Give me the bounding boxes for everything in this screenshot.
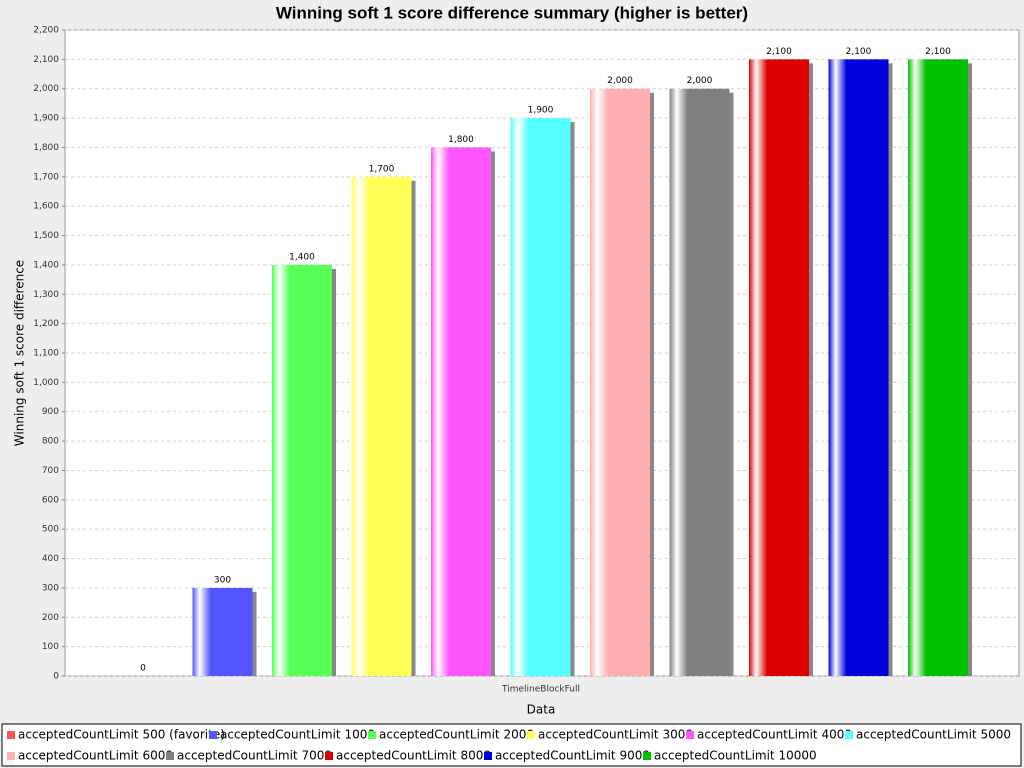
y-tick-label: 1,900 — [33, 114, 59, 124]
chart-title: Winning soft 1 score difference summary … — [276, 3, 748, 22]
y-tick-label: 200 — [42, 613, 59, 623]
x-axis-title: Data — [527, 703, 556, 717]
y-tick-label: 2,000 — [33, 84, 59, 94]
y-tick-label: 1,100 — [33, 349, 59, 359]
y-tick-label: 600 — [42, 495, 59, 505]
legend-label: acceptedCountLimit 3000 — [538, 728, 693, 742]
y-tick-label: 2,100 — [33, 55, 59, 65]
legend-swatch — [527, 731, 535, 739]
legend-swatch — [7, 731, 15, 739]
legend-swatch — [325, 752, 333, 760]
y-tick-label: 1,800 — [33, 143, 59, 153]
y-tick-label: 0 — [53, 672, 59, 682]
value-label: 2,000 — [687, 76, 713, 86]
y-tick-label: 900 — [42, 407, 59, 417]
legend-items: acceptedCountLimit 500 (favorite)accepte… — [7, 728, 1011, 763]
legend-swatch — [643, 752, 651, 760]
bar — [669, 88, 730, 676]
value-label: 1,900 — [528, 106, 554, 116]
bar — [510, 118, 571, 676]
legend-label: acceptedCountLimit 2000 — [379, 728, 534, 742]
legend-swatch — [209, 731, 217, 739]
x-tick-label: TimelineBlockFull — [501, 685, 580, 695]
bar — [908, 59, 968, 676]
y-tick-label: 500 — [42, 525, 59, 535]
legend-swatch — [166, 752, 174, 760]
y-tick-label: 1,300 — [33, 290, 59, 300]
legend-label: acceptedCountLimit 1000 — [220, 728, 375, 742]
value-label: 1,400 — [289, 252, 315, 262]
y-tick-label: 1,200 — [33, 319, 59, 329]
value-label: 1,700 — [369, 164, 395, 174]
legend-label: acceptedCountLimit 8000 — [336, 749, 491, 763]
y-tick-label: 1,500 — [33, 231, 59, 241]
bar — [431, 147, 491, 677]
legend-swatch — [845, 731, 853, 739]
legend-label: acceptedCountLimit 5000 — [856, 728, 1011, 742]
legend-swatch — [686, 731, 694, 739]
y-tick-label: 2,200 — [33, 26, 59, 36]
bar — [828, 59, 889, 676]
value-label: 2,100 — [925, 47, 951, 57]
legend-label: acceptedCountLimit 6000 — [18, 749, 173, 763]
legend-swatch — [7, 752, 15, 760]
y-tick-label: 100 — [42, 642, 59, 652]
value-label: 2,100 — [846, 47, 872, 57]
bars: 0 300 1,400 1,700 1,800 1,900 2,000 2,000 2,100 2… — [140, 47, 972, 677]
bar — [192, 587, 253, 676]
value-label: 0 — [140, 664, 146, 674]
value-label: 2,100 — [766, 47, 792, 57]
bar — [272, 264, 332, 676]
y-tick-label: 300 — [42, 583, 59, 593]
bar — [749, 59, 809, 676]
y-tick-label: 1,000 — [33, 378, 59, 388]
legend-swatch — [368, 731, 376, 739]
y-tick-label: 800 — [42, 437, 59, 447]
bar — [351, 176, 412, 676]
legend-label: acceptedCountLimit 500 (favorite) — [18, 728, 225, 742]
legend-label: acceptedCountLimit 7000 — [177, 749, 332, 763]
value-label: 2,000 — [607, 76, 633, 86]
value-label: 300 — [214, 575, 231, 585]
legend-label: acceptedCountLimit 4000 — [697, 728, 852, 742]
bar — [590, 88, 650, 676]
legend-label: acceptedCountLimit 10000 — [654, 749, 817, 763]
y-axis-title: Winning soft 1 score difference — [13, 260, 27, 446]
value-label: 1,800 — [448, 135, 474, 145]
legend-label: acceptedCountLimit 9000 — [495, 749, 650, 763]
y-tick-label: 1,400 — [33, 260, 59, 270]
legend-swatch — [484, 752, 492, 760]
y-tick-label: 1,700 — [33, 172, 59, 182]
y-tick-label: 700 — [42, 466, 59, 476]
y-tick-label: 1,600 — [33, 202, 59, 212]
y-tick-label: 400 — [42, 554, 59, 564]
